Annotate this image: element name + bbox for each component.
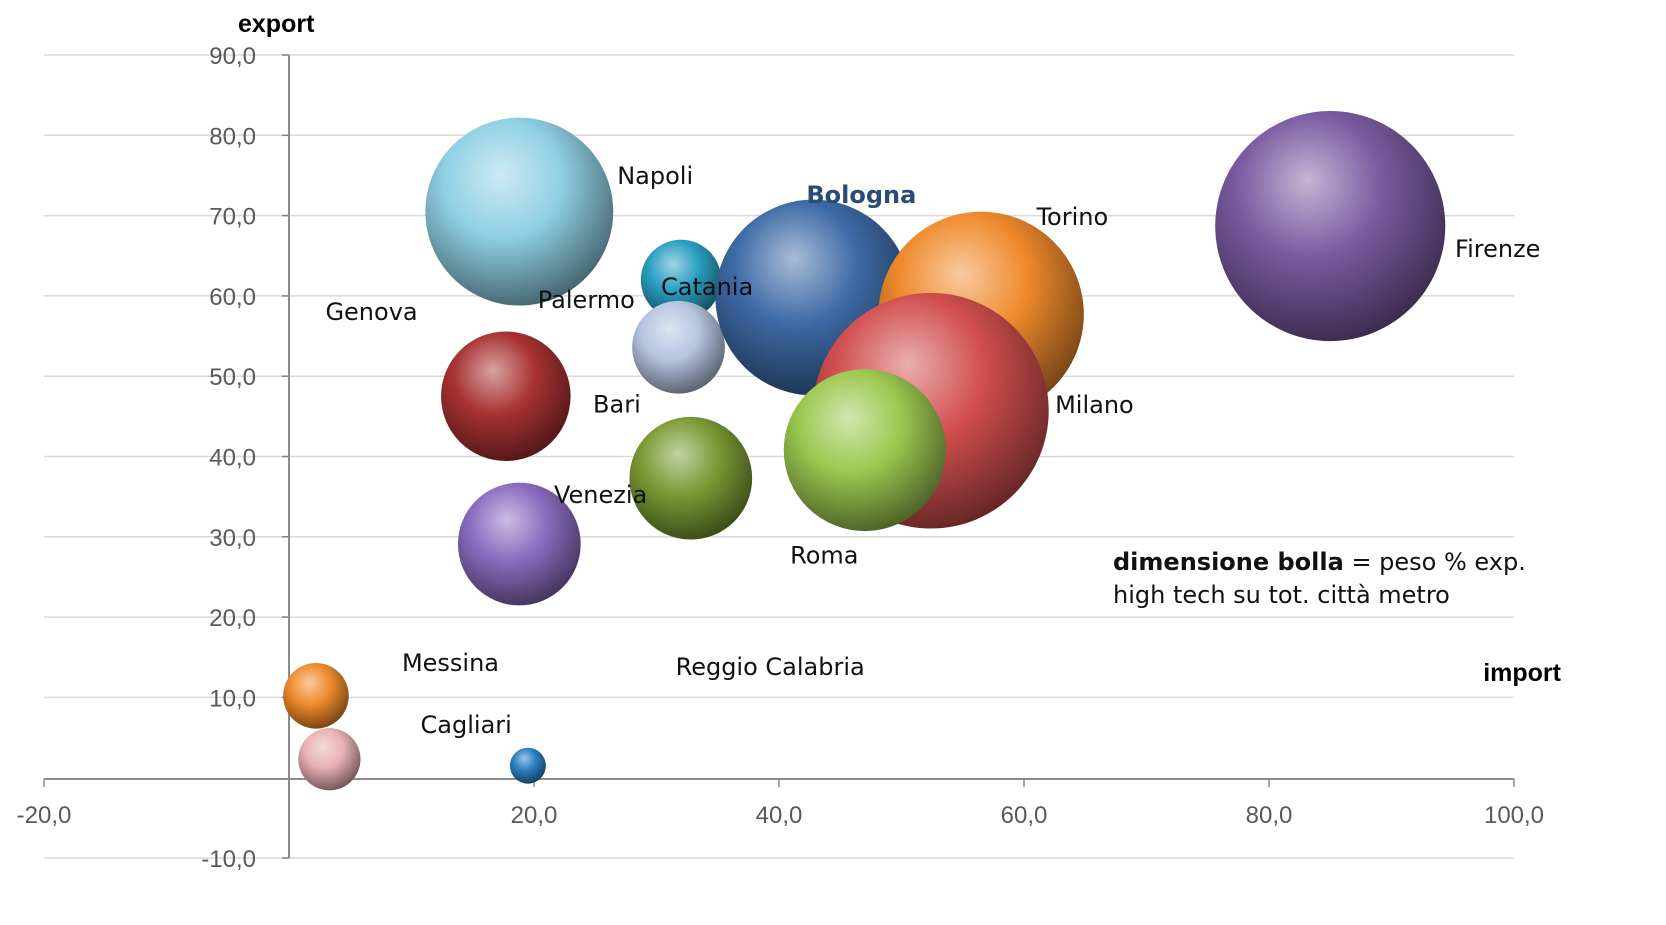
bubble-palermo bbox=[640, 239, 722, 321]
bubble-roma bbox=[783, 369, 946, 532]
label-messina: Messina bbox=[402, 649, 499, 677]
label-venezia: Venezia bbox=[554, 481, 647, 509]
x-tick-label: 60,0 bbox=[1001, 802, 1048, 829]
axes: -10,0 10,0 20,0 30,0 40,0 50,0 60,0 70,0 80,0 90,… bbox=[17, 43, 1544, 873]
y-tick-label: 10,0 bbox=[209, 685, 256, 712]
x-tick-label: 100,0 bbox=[1484, 802, 1544, 829]
y-tick-label: 80,0 bbox=[209, 123, 256, 150]
label-milano: Milano bbox=[1055, 391, 1134, 419]
bubble-cagliari bbox=[298, 728, 361, 791]
label-palermo: Palermo bbox=[538, 286, 635, 314]
bubble-napoli bbox=[425, 117, 614, 306]
y-tick-label: -10,0 bbox=[201, 846, 256, 873]
y-tick-label: 70,0 bbox=[209, 204, 256, 231]
x-axis-title: import bbox=[1483, 659, 1561, 687]
bubble-venezia bbox=[457, 482, 581, 606]
size-legend-note: dimensione bolla = peso % exp. high tech… bbox=[1113, 548, 1526, 609]
bubble-catania bbox=[632, 300, 725, 394]
note-line1: = peso % exp. bbox=[1344, 548, 1526, 576]
label-roma: Roma bbox=[790, 541, 858, 569]
note-bold: dimensione bolla bbox=[1113, 548, 1344, 576]
bubble-labels: Napoli Palermo Catania Genova Bologna Torino F… bbox=[325, 162, 1540, 739]
note-line2: high tech su tot. città metro bbox=[1113, 581, 1450, 609]
label-bari: Bari bbox=[593, 391, 641, 419]
y-tick-label: 20,0 bbox=[209, 605, 256, 632]
bubbles bbox=[283, 111, 1446, 791]
label-bologna: Bologna bbox=[806, 181, 916, 209]
label-torino: Torino bbox=[1035, 203, 1108, 231]
y-tick-label: 90,0 bbox=[209, 43, 256, 70]
bubble-bari bbox=[629, 416, 753, 540]
bubble-genova bbox=[441, 331, 571, 462]
y-tick-label: 30,0 bbox=[209, 525, 256, 552]
y-tick-label: 60,0 bbox=[209, 284, 256, 311]
y-tick-label: 40,0 bbox=[209, 445, 256, 472]
bubble-reggio-calabria bbox=[509, 747, 546, 784]
x-tick-label: 80,0 bbox=[1246, 802, 1293, 829]
label-napoli: Napoli bbox=[617, 162, 693, 190]
label-firenze: Firenze bbox=[1455, 235, 1540, 263]
y-tick-label: 50,0 bbox=[209, 364, 256, 391]
x-tick-label: 40,0 bbox=[756, 802, 803, 829]
x-tick-label: 20,0 bbox=[511, 802, 558, 829]
label-genova: Genova bbox=[325, 298, 417, 326]
y-axis-title: export bbox=[238, 10, 315, 38]
bubble-firenze bbox=[1215, 111, 1446, 342]
bubble-messina bbox=[283, 662, 349, 729]
svg-text:dimensione bolla = peso % exp.: dimensione bolla = peso % exp. bbox=[1113, 548, 1526, 576]
x-tick-label: -20,0 bbox=[17, 802, 72, 829]
label-reggio-calabria: Reggio Calabria bbox=[676, 653, 865, 681]
label-catania: Catania bbox=[661, 273, 753, 301]
label-cagliari: Cagliari bbox=[421, 711, 512, 739]
